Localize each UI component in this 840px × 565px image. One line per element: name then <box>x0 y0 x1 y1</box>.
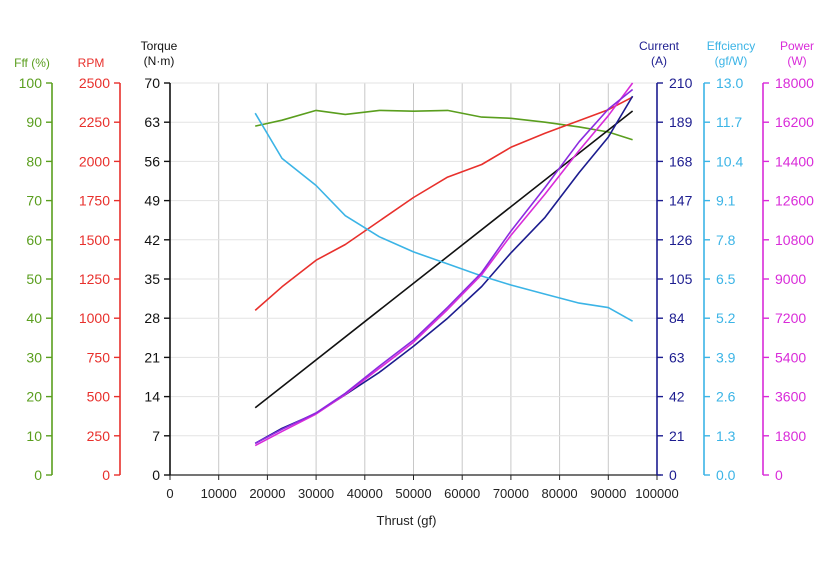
y-tick-label-efficiency: 13.0 <box>716 75 743 91</box>
y-tick-label-torque: 56 <box>144 153 160 169</box>
y-tick-label-current: 147 <box>669 193 693 209</box>
y-tick-label-power: 7200 <box>775 310 806 326</box>
y-tick-label-power: 10800 <box>775 232 814 248</box>
y-tick-label-efficiency: 11.7 <box>716 114 742 130</box>
series-line-torque-2 <box>254 110 634 409</box>
y-tick-label-eff: 20 <box>26 389 42 405</box>
y-tick-label-eff: 0 <box>34 467 42 483</box>
y-tick-label-efficiency: 7.8 <box>716 232 736 248</box>
y-tick-label-rpm: 1250 <box>79 271 110 287</box>
y-tick-label-efficiency: 5.2 <box>716 310 736 326</box>
y-tick-label-eff: 30 <box>26 349 42 365</box>
y-tick-label-rpm: 1750 <box>79 193 110 209</box>
y-tick-label-power: 1800 <box>775 428 806 444</box>
y-tick-label-torque: 35 <box>144 271 160 287</box>
series-line-eff-0 <box>255 109 633 141</box>
y-tick-label-eff: 70 <box>26 193 42 209</box>
x-tick-label: 50000 <box>395 486 431 501</box>
x-tick-label: 100000 <box>635 486 678 501</box>
y-tick-label-efficiency: 1.3 <box>716 428 736 444</box>
y-tick-label-rpm: 1000 <box>79 310 110 326</box>
y-tick-label-current: 42 <box>669 389 685 405</box>
y-tick-label-current: 105 <box>669 271 693 287</box>
y-tick-label-rpm: 250 <box>87 428 111 444</box>
y-axis-title-eff: Fff (%) <box>14 56 50 70</box>
y-axis-title-rpm: RPM <box>78 56 105 70</box>
y-axis-unit-torque: (N·m) <box>144 54 175 68</box>
y-tick-label-rpm: 1500 <box>79 232 110 248</box>
y-tick-label-efficiency: 9.1 <box>716 193 736 209</box>
y-tick-label-torque: 70 <box>144 75 160 91</box>
y-tick-label-eff: 50 <box>26 271 42 287</box>
y-tick-label-current: 189 <box>669 114 693 130</box>
y-tick-label-power: 14400 <box>775 153 814 169</box>
x-tick-label: 70000 <box>493 486 529 501</box>
y-tick-label-rpm: 2000 <box>79 153 110 169</box>
y-tick-label-efficiency: 3.9 <box>716 349 736 365</box>
y-tick-label-current: 84 <box>669 310 685 326</box>
y-tick-label-rpm: 2500 <box>79 75 110 91</box>
y-axis-title-power: Power <box>780 39 814 53</box>
y-tick-label-current: 210 <box>669 75 693 91</box>
y-tick-label-power: 5400 <box>775 349 806 365</box>
y-axis-title-current: Current <box>639 39 680 53</box>
series-line-power-5 <box>254 82 634 447</box>
series-line-rpm-1 <box>254 96 633 312</box>
y-tick-label-rpm: 750 <box>87 349 111 365</box>
y-tick-label-efficiency: 2.6 <box>716 389 736 405</box>
series-line-efficiency-4 <box>254 112 633 322</box>
y-tick-label-efficiency: 10.4 <box>716 153 743 169</box>
x-tick-label: 80000 <box>542 486 578 501</box>
y-axis-unit-efficiency: (gf/W) <box>715 54 748 68</box>
y-axis-unit-current: (A) <box>651 54 667 68</box>
series-line-power-6 <box>254 88 634 445</box>
y-axis-title-torque: Torque <box>141 39 178 53</box>
y-tick-label-torque: 21 <box>144 349 160 365</box>
x-tick-label: 0 <box>166 486 173 501</box>
y-tick-label-efficiency: 6.5 <box>716 271 736 287</box>
y-tick-label-torque: 14 <box>144 389 160 405</box>
y-tick-label-current: 63 <box>669 349 685 365</box>
y-axis-unit-power: (W) <box>787 54 806 68</box>
series-line-current-3 <box>254 95 634 444</box>
y-tick-label-power: 12600 <box>775 193 814 209</box>
y-tick-label-eff: 100 <box>19 75 43 91</box>
y-tick-label-power: 9000 <box>775 271 806 287</box>
y-tick-label-rpm: 2250 <box>79 114 110 130</box>
x-tick-label: 10000 <box>201 486 237 501</box>
x-tick-label: 40000 <box>347 486 383 501</box>
y-tick-label-torque: 28 <box>144 310 160 326</box>
y-tick-label-eff: 90 <box>26 114 42 130</box>
x-tick-label: 60000 <box>444 486 480 501</box>
x-axis-title: Thrust (gf) <box>377 513 437 528</box>
y-tick-label-efficiency: 0.0 <box>716 467 736 483</box>
y-tick-label-rpm: 0 <box>102 467 110 483</box>
y-tick-label-eff: 40 <box>26 310 42 326</box>
y-tick-label-current: 21 <box>669 428 685 444</box>
y-tick-label-eff: 10 <box>26 428 42 444</box>
y-tick-label-current: 0 <box>669 467 677 483</box>
y-tick-label-current: 126 <box>669 232 693 248</box>
y-tick-label-power: 0 <box>775 467 783 483</box>
x-tick-label: 90000 <box>590 486 626 501</box>
x-tick-label: 30000 <box>298 486 334 501</box>
y-tick-label-torque: 42 <box>144 232 160 248</box>
y-tick-label-eff: 60 <box>26 232 42 248</box>
y-tick-label-power: 18000 <box>775 75 814 91</box>
y-tick-label-torque: 49 <box>144 193 160 209</box>
x-tick-label: 20000 <box>249 486 285 501</box>
y-tick-label-torque: 0 <box>152 467 160 483</box>
y-tick-label-torque: 7 <box>152 428 160 444</box>
y-tick-label-rpm: 500 <box>87 389 111 405</box>
y-tick-label-eff: 80 <box>26 153 42 169</box>
y-tick-label-power: 3600 <box>775 389 806 405</box>
y-tick-label-torque: 63 <box>144 114 160 130</box>
y-axis-title-efficiency: Effciency <box>707 39 755 53</box>
y-tick-label-power: 16200 <box>775 114 814 130</box>
y-tick-label-current: 168 <box>669 153 693 169</box>
